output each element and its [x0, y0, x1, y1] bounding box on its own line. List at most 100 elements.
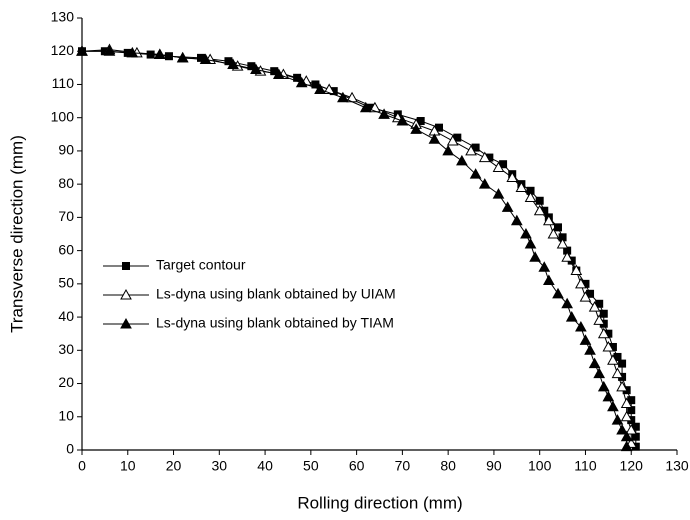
- y-tick-label: 30: [58, 341, 74, 357]
- marker: [599, 309, 608, 318]
- marker: [620, 410, 633, 422]
- marker: [547, 227, 560, 239]
- x-tick-label: 130: [665, 458, 689, 474]
- marker: [561, 297, 574, 309]
- marker: [272, 68, 285, 79]
- marker: [76, 45, 88, 56]
- marker: [197, 53, 205, 62]
- y-tick-label: 60: [58, 241, 74, 257]
- marker: [604, 329, 613, 338]
- x-tick-label: 100: [528, 458, 552, 474]
- marker: [524, 191, 537, 202]
- marker: [602, 390, 615, 402]
- marker: [588, 301, 601, 312]
- marker: [538, 261, 551, 272]
- marker: [506, 171, 519, 183]
- marker: [608, 342, 617, 351]
- y-tick-label: 50: [58, 275, 74, 291]
- legend-label: Ls-dyna using blank obtained by UIAM: [156, 286, 396, 302]
- marker: [416, 117, 425, 126]
- marker: [369, 101, 381, 113]
- marker: [620, 440, 633, 452]
- marker: [337, 91, 349, 103]
- marker: [627, 396, 636, 405]
- x-tick-label: 0: [78, 458, 86, 474]
- series-line: [81, 49, 632, 444]
- x-tick-label: 50: [303, 458, 319, 474]
- marker: [620, 397, 633, 408]
- marker: [579, 291, 592, 302]
- marker: [524, 237, 537, 249]
- marker: [323, 83, 336, 94]
- y-tick-label: 90: [58, 142, 74, 158]
- marker: [396, 114, 409, 126]
- marker: [359, 101, 372, 113]
- marker: [103, 45, 116, 56]
- x-tick-label: 30: [212, 458, 228, 474]
- marker: [295, 76, 308, 88]
- x-tick-label: 10: [120, 458, 136, 474]
- marker: [597, 327, 610, 339]
- y-tick-label: 10: [58, 407, 74, 423]
- x-tick-label: 120: [620, 458, 644, 474]
- marker: [542, 214, 555, 226]
- marker: [565, 311, 578, 322]
- marker: [586, 289, 595, 298]
- marker: [613, 352, 622, 361]
- marker: [581, 279, 590, 288]
- marker: [199, 53, 212, 65]
- legend-label: Target contour: [156, 257, 246, 273]
- marker: [570, 264, 583, 276]
- marker: [126, 46, 139, 58]
- marker: [602, 340, 615, 352]
- x-tick-label: 110: [574, 458, 597, 474]
- marker: [618, 359, 627, 368]
- y-tick-label: 130: [51, 9, 75, 25]
- marker: [410, 123, 422, 134]
- marker: [314, 83, 326, 94]
- marker: [558, 233, 567, 242]
- series-line: [82, 50, 637, 447]
- marker: [556, 237, 569, 249]
- marker: [515, 181, 528, 192]
- marker: [526, 186, 535, 195]
- y-tick-label: 20: [58, 374, 74, 390]
- x-tick-label: 40: [257, 458, 273, 474]
- marker: [250, 63, 262, 75]
- marker: [492, 188, 505, 199]
- marker: [563, 246, 572, 255]
- marker: [227, 58, 239, 70]
- y-tick-label: 70: [58, 208, 74, 224]
- marker: [595, 299, 604, 308]
- x-tick-label: 60: [349, 458, 365, 474]
- marker: [378, 108, 390, 119]
- marker: [224, 57, 233, 66]
- marker: [366, 103, 375, 112]
- marker: [593, 314, 606, 325]
- marker: [561, 251, 574, 262]
- marker: [529, 251, 541, 262]
- marker: [446, 134, 459, 146]
- marker: [469, 168, 482, 179]
- x-tick-label: 20: [166, 458, 182, 474]
- y-tick-label: 80: [58, 175, 74, 191]
- marker: [552, 287, 564, 299]
- marker: [607, 400, 619, 412]
- marker: [501, 201, 514, 212]
- marker: [554, 223, 562, 232]
- marker: [611, 414, 624, 425]
- marker: [247, 62, 256, 71]
- legend-marker: [120, 317, 132, 329]
- marker: [478, 178, 491, 189]
- y-axis-title: Transverse direction (mm): [7, 135, 26, 333]
- y-tick-label: 40: [58, 308, 74, 324]
- marker: [616, 424, 628, 435]
- marker: [520, 227, 532, 239]
- marker: [575, 277, 587, 289]
- marker: [535, 196, 544, 205]
- marker: [492, 161, 505, 173]
- marker: [293, 73, 302, 82]
- marker: [533, 204, 546, 216]
